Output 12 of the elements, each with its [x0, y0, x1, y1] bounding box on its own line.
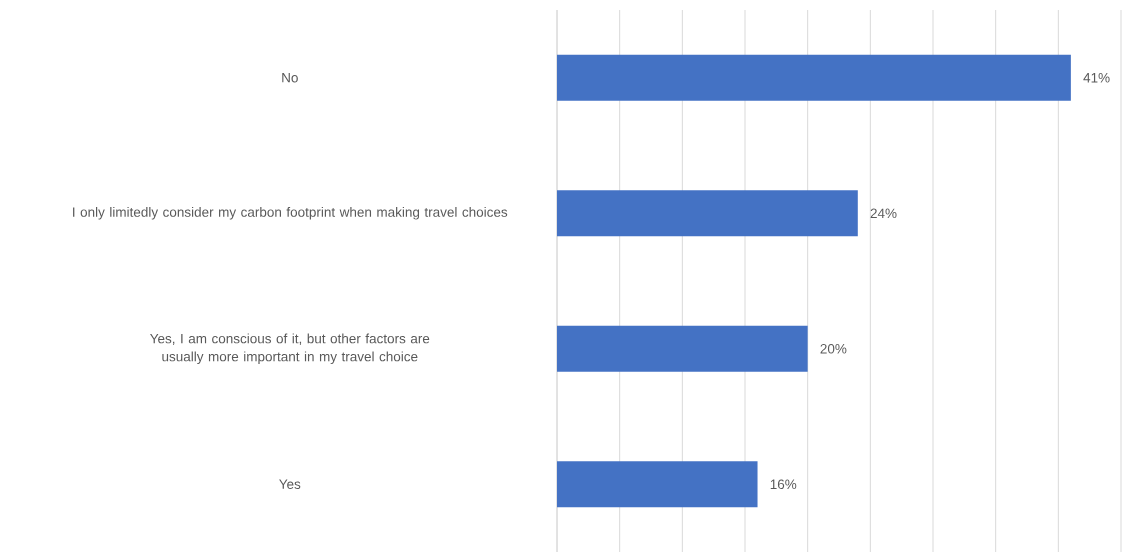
data-label: 20%: [820, 343, 847, 354]
y-tick-label: No: [282, 73, 298, 83]
data-label: 41%: [1083, 73, 1110, 83]
y-tick-label: Yes, I am conscious of it, but other factors are usually more important in my travel choice: [150, 333, 430, 365]
data-label: 24%: [870, 208, 897, 219]
bar: [557, 461, 758, 508]
y-tick-label: Yes: [279, 479, 301, 489]
y-tick-label: I only limitedly consider my carbon footprint when making travel choices: [73, 206, 508, 220]
bar: [557, 325, 808, 372]
bar: [557, 54, 1071, 101]
bar: [557, 190, 858, 237]
data-label: 16%: [770, 479, 797, 490]
